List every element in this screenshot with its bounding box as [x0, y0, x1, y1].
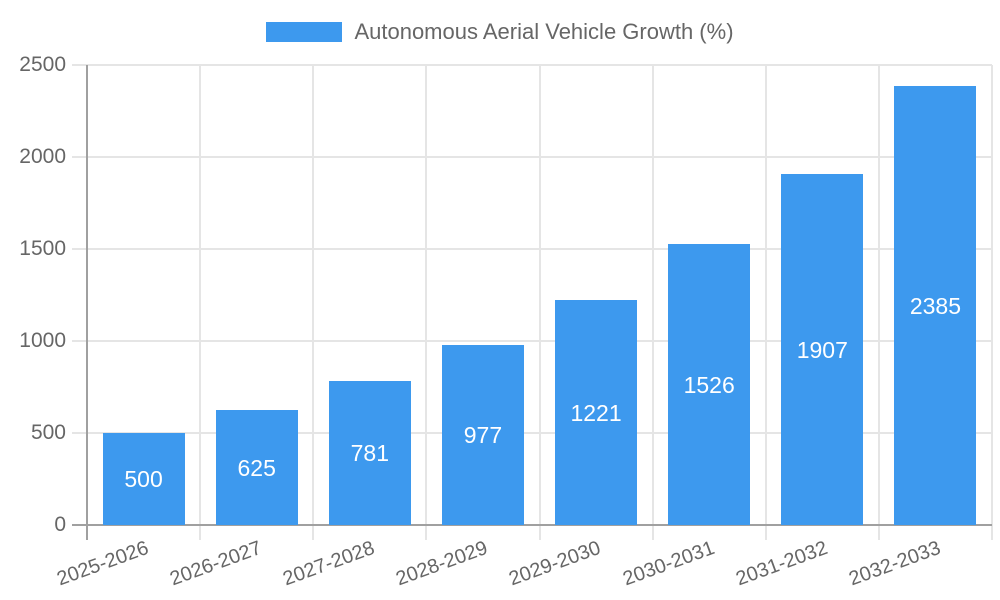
x-tick-label: 2026-2027: [167, 536, 265, 591]
bar: [102, 433, 185, 525]
bar-value-label: 781: [350, 440, 389, 467]
bar: [441, 345, 524, 525]
legend-swatch: [266, 22, 343, 42]
x-tick-label: 2031-2032: [732, 536, 831, 591]
legend-label: Autonomous Aerial Vehicle Growth (%): [354, 19, 734, 44]
y-tick-label: 2000: [19, 145, 66, 168]
y-gridline: [72, 64, 992, 66]
x-gridline: [764, 65, 767, 540]
bar: [328, 381, 411, 525]
y-gridline: [72, 248, 992, 250]
x-tick-label: 2025-2026: [54, 536, 152, 591]
x-gridline: [877, 65, 880, 540]
bar-value-label: 1907: [796, 336, 848, 363]
x-tick-label: 2029-2030: [506, 536, 604, 591]
bar-value-label: 977: [463, 422, 503, 449]
y-gridline: [72, 432, 992, 434]
x-tick-label: 2032-2033: [845, 536, 944, 591]
x-tick-label: 2030-2031: [619, 536, 718, 591]
bar: [894, 86, 977, 525]
x-tick-label: 2027-2028: [280, 536, 378, 591]
x-gridline: [991, 65, 993, 540]
x-gridline: [199, 65, 202, 540]
bar: [781, 174, 864, 525]
y-tick-label: 500: [30, 421, 66, 444]
y-tick-label: 0: [54, 513, 66, 536]
bar: [668, 244, 751, 525]
chart-legend[interactable]: Autonomous Aerial Vehicle Growth (%): [0, 19, 1000, 45]
y-tick-label: 1500: [19, 237, 66, 260]
y-tick-label: 2500: [19, 53, 66, 76]
bar: [555, 300, 638, 525]
bar: [215, 410, 298, 525]
y-axis-line: [86, 65, 88, 540]
bar-value-label: 625: [237, 454, 276, 481]
x-tick-label: 2028-2029: [393, 536, 491, 591]
bar-value-label: 500: [124, 466, 163, 492]
bar-value-label: 1526: [683, 371, 735, 398]
x-gridline: [651, 65, 654, 540]
x-axis-line: [72, 524, 992, 526]
y-tick-label: 1000: [19, 329, 66, 352]
bar-value-label: 1221: [570, 399, 622, 426]
y-gridline: [72, 156, 992, 158]
y-gridline: [72, 340, 992, 342]
x-gridline: [312, 65, 315, 540]
bar-value-label: 2385: [909, 292, 962, 319]
x-gridline: [538, 65, 541, 540]
x-gridline: [425, 65, 428, 540]
